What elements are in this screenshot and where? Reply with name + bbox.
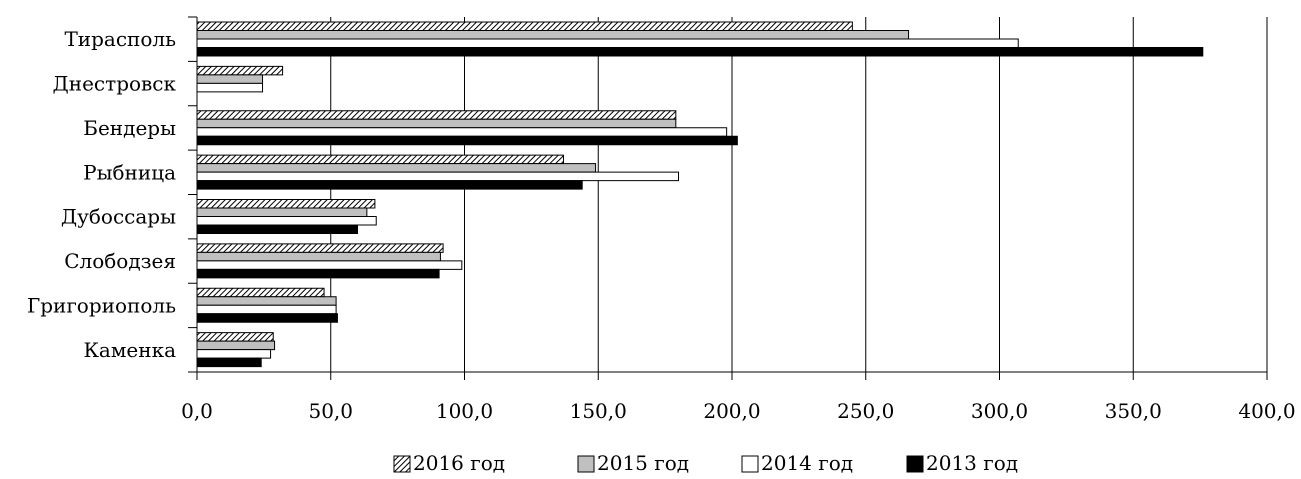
bar	[196, 180, 583, 190]
x-tick-label: 100,0	[436, 399, 493, 423]
bar	[196, 154, 564, 165]
bar	[196, 110, 677, 120]
bar	[196, 357, 262, 368]
bar	[196, 199, 376, 209]
bar	[196, 349, 272, 359]
category-label: Григориополь	[27, 293, 176, 317]
bar	[196, 47, 1204, 57]
bar	[196, 135, 738, 146]
category-label: Тирасполь	[64, 27, 176, 51]
bar	[196, 216, 377, 226]
bar	[196, 127, 728, 137]
legend: 2016 год 2015 год 2014 год 2013 год	[393, 451, 1018, 475]
legend-label: 2013 год	[926, 451, 1018, 475]
bar	[196, 313, 338, 323]
legend-swatch	[741, 455, 759, 473]
x-tick-label: 50,0	[308, 399, 353, 423]
bar	[196, 287, 325, 298]
category-label: Слободзея	[64, 249, 176, 273]
legend-swatch	[393, 455, 411, 473]
legend-swatch	[906, 455, 924, 473]
axes	[188, 16, 1268, 380]
bar	[196, 304, 337, 315]
legend-label: 2014 год	[761, 451, 853, 475]
x-tick-label: 350,0	[1105, 399, 1162, 423]
legend-label: 2015 год	[597, 451, 689, 475]
x-tick-label: 150,0	[570, 399, 627, 423]
bar	[196, 260, 463, 270]
x-tick-label: 200,0	[703, 399, 760, 423]
bar	[196, 224, 358, 234]
category-label: Днестровск	[53, 72, 177, 96]
bar	[196, 30, 910, 40]
bar	[196, 207, 368, 217]
labels: Тирасполь Днестровск Бендеры Рыбница Дубосса…	[27, 27, 1296, 423]
category-label: Каменка	[83, 338, 176, 362]
bar	[196, 243, 444, 253]
bar	[196, 163, 597, 173]
bar	[196, 296, 337, 306]
x-tick-label: 0,0	[181, 399, 213, 423]
category-label: Рыбница	[83, 160, 176, 184]
bar	[196, 21, 853, 31]
legend-swatch	[577, 455, 595, 473]
gridlines	[330, 17, 1268, 372]
x-tick-label: 300,0	[971, 399, 1028, 423]
bar	[196, 65, 284, 76]
bar	[196, 118, 677, 129]
x-tick-label: 250,0	[837, 399, 894, 423]
bar	[196, 74, 264, 84]
category-label: Дубоссары	[61, 205, 176, 229]
category-label: Бендеры	[83, 116, 176, 140]
bar	[196, 340, 276, 351]
legend-label: 2016 год	[413, 451, 505, 475]
bar	[196, 268, 440, 279]
bar	[196, 82, 264, 93]
bar	[196, 171, 679, 182]
bars	[196, 21, 1204, 368]
bar	[196, 251, 441, 262]
bar	[196, 38, 1019, 48]
x-tick-label: 400,0	[1238, 399, 1295, 423]
bar	[196, 332, 274, 342]
